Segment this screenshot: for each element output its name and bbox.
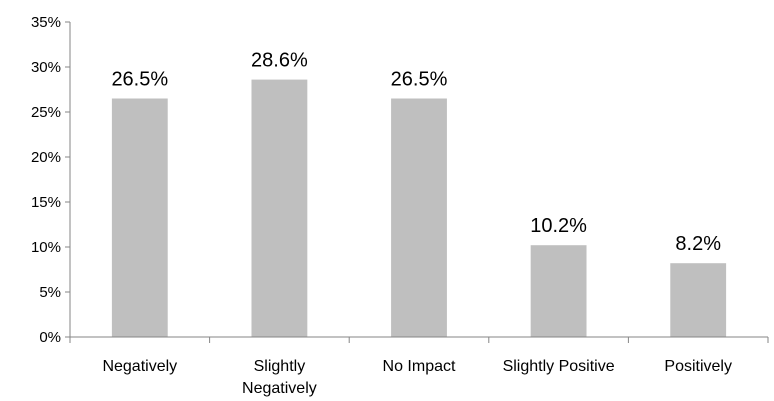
data-label: 8.2% bbox=[675, 233, 721, 255]
bar bbox=[111, 98, 168, 337]
category-label: Slightly Positive bbox=[503, 358, 615, 375]
data-label: 26.5% bbox=[391, 69, 448, 91]
data-label: 26.5% bbox=[111, 69, 168, 91]
data-label: 10.2% bbox=[530, 215, 587, 237]
y-tick-label: 30% bbox=[31, 59, 61, 76]
category-label: Slightly Negatively bbox=[242, 358, 317, 397]
y-tick-label: 35% bbox=[31, 14, 61, 31]
data-label: 28.6% bbox=[251, 50, 308, 72]
bar bbox=[530, 245, 587, 337]
y-tick-label: 10% bbox=[31, 239, 61, 256]
y-tick-label: 25% bbox=[31, 104, 61, 121]
category-label: No Impact bbox=[383, 358, 456, 375]
category-label: Positively bbox=[664, 358, 732, 375]
x-axis: Negatively Slightly Negatively No Impact Sli… bbox=[69, 336, 769, 397]
bar bbox=[391, 98, 447, 337]
bar bbox=[251, 79, 308, 337]
category-label: Negatively bbox=[102, 358, 177, 375]
bar bbox=[670, 263, 727, 337]
y-tick-label: 0% bbox=[39, 329, 61, 346]
y-tick-label: 20% bbox=[31, 149, 61, 166]
y-tick-label: 5% bbox=[39, 284, 61, 301]
bars: 26.5% 28.6% 26.5% 10.2% 8.2% bbox=[111, 50, 727, 337]
y-tick-label: 15% bbox=[31, 194, 61, 211]
y-axis: 0% 5% 10% 15% 20% 25% 30% 35% bbox=[31, 14, 71, 346]
